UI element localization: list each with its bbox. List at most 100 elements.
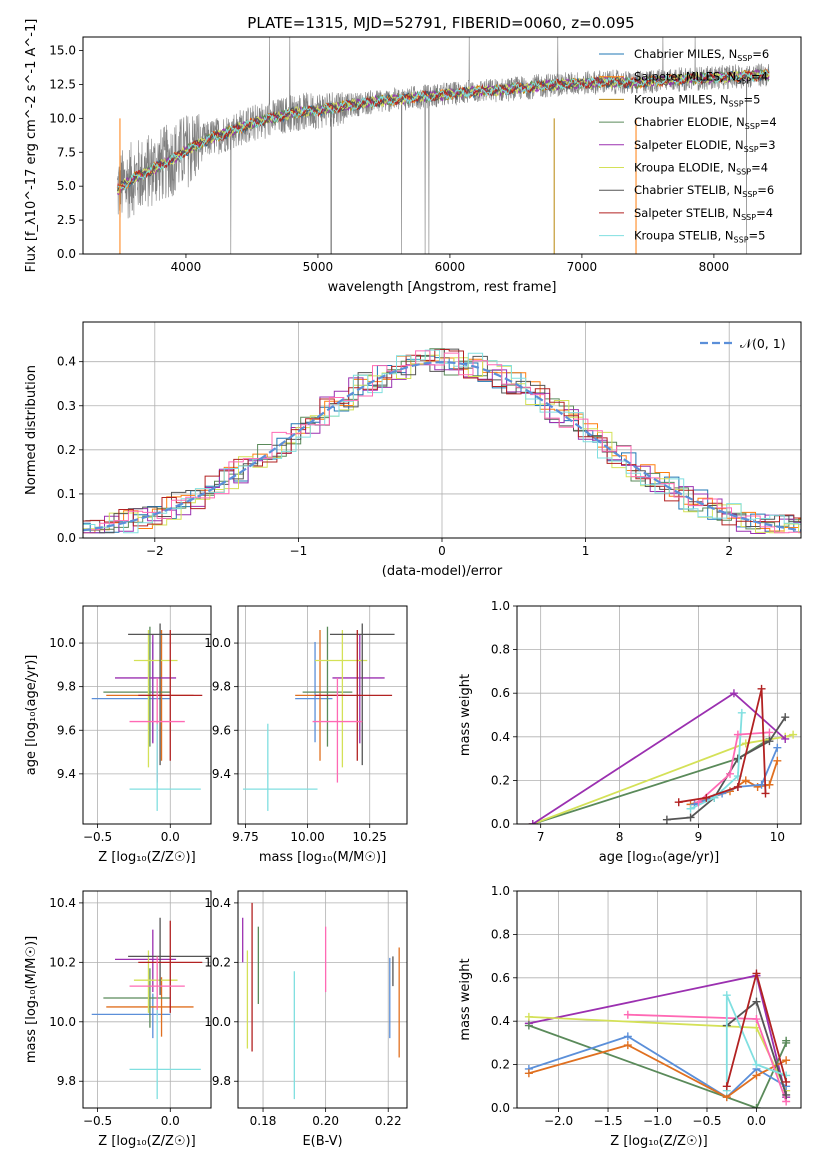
x-tick-label: 9: [695, 830, 703, 844]
y-tick-label: 0.1: [57, 487, 76, 501]
weight-point: [789, 730, 798, 739]
x-tick-label: 0.22: [375, 1114, 402, 1128]
weight-point: [757, 780, 766, 789]
weight-point: [623, 1010, 632, 1019]
x-axis-label: E(B-V): [302, 1134, 342, 1149]
axes-frame: [82, 890, 212, 1109]
y-tick-label: 9.6: [57, 723, 76, 737]
y-tick-label: 10.0: [204, 636, 231, 650]
chart-mass_vs_ebv: 0.18 0.20 0.22 9.8 10.0 10.2 10.4 E(B-V): [204, 890, 408, 1149]
x-tick-label: 0.0: [747, 1114, 766, 1128]
x-tick-label: −1.5: [593, 1114, 622, 1128]
axes-frame: [516, 890, 802, 1109]
y-tick-label: 15.0: [49, 44, 76, 58]
chart-residuals: −2 −1 0 1 2 0.0 0.1 0.2 0.3 0.4 (data-model)/error…: [24, 321, 802, 579]
y-tick-label: 0.6: [491, 686, 510, 700]
y-tick-label: 9.4: [57, 767, 76, 781]
figure-title: PLATE=1315, MJD=52791, FIBERID=0060, z=0…: [247, 14, 634, 32]
weight-point: [623, 1032, 632, 1041]
weight-point: [686, 804, 695, 813]
axes-frame: [82, 605, 212, 825]
weight-point: [726, 769, 734, 778]
plot-area: [528, 684, 798, 824]
weight-point: [752, 1015, 761, 1024]
legend-entry: Salpeter ELODIE, NSSP=3: [634, 138, 776, 154]
y-tick-label: 0.0: [491, 1101, 510, 1115]
x-tick-label: 0.0: [161, 1114, 180, 1128]
y-tick-label: 2.5: [57, 213, 76, 227]
weight-point: [524, 1012, 533, 1021]
weight-point: [752, 1104, 761, 1108]
weight-point: [752, 1060, 761, 1069]
plot-area: [91, 917, 211, 1100]
chart-age_vs_mass: 9.75 10.00 10.25 9.4 9.6 9.8 10.0 mass [log₁₀(M…: [204, 605, 408, 865]
y-tick-label: 9.8: [57, 680, 76, 694]
weight-line: [532, 733, 794, 824]
weight-point: [765, 728, 774, 737]
weight-point: [674, 798, 683, 807]
weight-point: [782, 1090, 791, 1099]
x-axis-label: wavelength [Angstrom, rest frame]: [328, 280, 557, 295]
x-tick-label: −0.5: [83, 1114, 112, 1128]
weight-point: [765, 737, 774, 746]
legend-entry: Salpeter MILES, NSSP=4: [634, 70, 768, 86]
weight-point: [782, 1056, 791, 1065]
x-axis-label: Z [log₁₀(Z/Z☉)]: [98, 1134, 195, 1149]
legend-entry: Salpeter STELIB, NSSP=4: [634, 206, 773, 222]
weight-point: [757, 684, 766, 693]
x-tick-label: 10: [770, 830, 785, 844]
y-tick-label: 10.0: [49, 1015, 76, 1029]
axes-frame: [237, 605, 408, 825]
y-tick-label: 10.4: [49, 896, 76, 910]
x-tick-label: 0.0: [161, 830, 180, 844]
weight-point: [623, 1041, 632, 1050]
x-axis-label: (data-model)/error: [382, 564, 503, 579]
chart-weight_vs_age: 7 8 9 10 0.0 0.2 0.4 0.6 0.8 1.0 age [log₁₀(age/yr…: [458, 599, 802, 865]
chart-age_vs_Z: −0.5 0.0 9.4 9.6 9.8 10.0 Z [log₁₀(Z/Z☉)] age […: [24, 605, 212, 865]
weight-point: [722, 991, 731, 1000]
model-spectrum-line: [117, 68, 770, 191]
weight-point: [782, 1077, 791, 1086]
legend-entry: Kroupa ELODIE, NSSP=4: [634, 161, 768, 177]
x-axis-label: Z [log₁₀(Z/Z☉)]: [98, 850, 195, 865]
plot-area: [83, 348, 801, 534]
chart-mass_vs_Z: −0.5 0.0 9.8 10.0 10.2 10.4 Z [log₁₀(Z/Z☉)] mas…: [24, 890, 212, 1149]
weight-point: [722, 1082, 731, 1091]
weight-point: [729, 689, 738, 698]
plot-area: [242, 902, 400, 1100]
y-tick-label: 0.3: [57, 399, 76, 413]
y-tick-label: 0.4: [491, 730, 510, 744]
y-axis-label: mass weight: [458, 674, 473, 756]
weight-point: [733, 730, 742, 739]
y-axis-label: age [log₁₀(age/yr)]: [24, 655, 39, 776]
weight-line: [690, 712, 743, 810]
legend-entry: Kroupa STELIB, NSSP=5: [634, 229, 765, 245]
y-tick-label: 0.0: [491, 817, 510, 831]
residual-histogram: [85, 350, 801, 534]
x-tick-label: 8000: [699, 260, 730, 274]
y-tick-label: 12.5: [49, 77, 76, 91]
legend-entry: 𝒩(0, 1): [740, 336, 786, 351]
weight-point: [686, 813, 695, 822]
y-tick-label: 0.2: [491, 773, 510, 787]
y-tick-label: 0.0: [57, 531, 76, 545]
x-tick-label: −2: [146, 544, 164, 558]
y-axis-label: mass weight: [458, 958, 473, 1040]
y-axis-label: Flux [f_λ10^-17 erg cm^-2 s^-1 A^-1]: [24, 19, 39, 273]
x-tick-label: −0.5: [83, 830, 112, 844]
chart-weight_vs_Z: −2.0 −1.5 −1.0 −0.5 0.0 0.0 0.2 0.4 0.6 0.8 1.0 Z […: [458, 884, 802, 1149]
chart-spectrum: 4000 5000 6000 7000 8000 0.0 2.5 5.0 7.5 10.0 12.5…: [24, 19, 802, 295]
y-axis-label: mass [log₁₀(M/M☉)]: [24, 936, 39, 1063]
plot-area: [116, 37, 770, 254]
y-tick-label: 10.0: [204, 1015, 231, 1029]
weight-point: [737, 708, 746, 717]
plot-area: [524, 969, 791, 1108]
weight-point: [528, 820, 537, 824]
residual-histogram: [83, 349, 801, 527]
x-axis-label: Z [log₁₀(Z/Z☉)]: [610, 1134, 707, 1149]
x-tick-label: 0.20: [312, 1114, 339, 1128]
x-tick-label: 7: [537, 830, 545, 844]
plot-area: [91, 623, 211, 811]
weight-point: [733, 754, 742, 763]
